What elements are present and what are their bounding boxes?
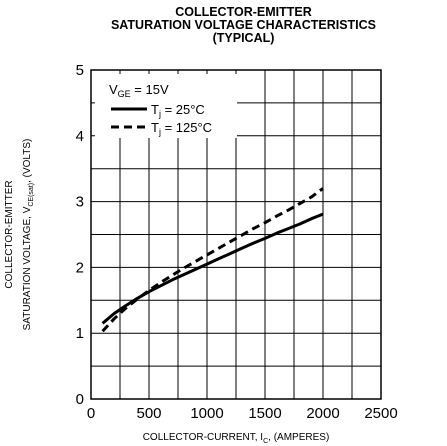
- x-tick-label: 1500: [248, 405, 281, 422]
- chart-title-line-3: (TYPICAL): [212, 31, 275, 45]
- legend-label-125c-sub: j: [158, 127, 161, 137]
- x-axis-label-main: COLLECTOR-CURRENT, I: [143, 432, 263, 443]
- x-axis-label: COLLECTOR-CURRENT, IC, (AMPERES): [143, 432, 330, 445]
- y-tick-label: 1: [76, 325, 84, 342]
- y-axis-label-line-1: COLLECTOR-EMITTER: [4, 180, 15, 288]
- x-tick-labels: 0 500 1000 1500 2000 2500: [87, 405, 398, 422]
- legend-header: VGE = 15V: [109, 82, 169, 99]
- x-tick-label: 0: [87, 405, 95, 422]
- y-tick-label: 3: [76, 194, 84, 211]
- series-line-25c: [101, 212, 324, 325]
- legend-header-main: V: [109, 82, 118, 97]
- x-tick-label: 2000: [306, 405, 339, 422]
- y-axis-label-line-2: SATURATION VOLTAGE, VCE(sat), (VOLTS): [22, 139, 35, 331]
- y-tick-labels: 0 1 2 3 4 5: [76, 62, 84, 408]
- legend-label-25c: Tj = 25°C: [151, 102, 205, 119]
- legend-label-125c-tail: = 125°C: [161, 120, 212, 135]
- legend-label-25c-main: T: [151, 102, 159, 117]
- y-axis-label-line-2-tail: , (VOLTS): [22, 139, 33, 183]
- y-tick-label: 4: [76, 128, 84, 145]
- legend-label-25c-tail: = 25°C: [161, 102, 205, 117]
- x-axis-label-tail: , (AMPERES): [268, 432, 329, 443]
- chart-title: COLLECTOR-EMITTER SATURATION VOLTAGE CHA…: [40, 6, 447, 45]
- x-axis-label-sub: C: [263, 438, 268, 445]
- plot-frame: [90, 69, 382, 400]
- legend-header-sub: GE: [118, 89, 131, 99]
- legend: VGE = 15V Tj = 25°C Tj = 125°C: [95, 74, 237, 138]
- chart-title-line-2: SATURATION VOLTAGE CHARACTERISTICS: [110, 18, 377, 32]
- y-axis-label-line-2-main: SATURATION VOLTAGE, V: [22, 206, 33, 330]
- x-tick-label: 2500: [364, 405, 397, 422]
- y-tick-label: 2: [76, 259, 84, 276]
- y-tick-label: 0: [76, 391, 84, 408]
- x-tick-label: 1000: [190, 405, 223, 422]
- y-tick-label: 5: [76, 62, 84, 79]
- y-axis-label-line-2-sub: CE(sat): [28, 183, 35, 207]
- legend-label-25c-sub: j: [158, 109, 161, 119]
- series-lines: [101, 187, 324, 333]
- y-axis-label: COLLECTOR-EMITTER SATURATION VOLTAGE, VC…: [4, 139, 35, 331]
- chart-title-line-1: COLLECTOR-EMITTER: [175, 5, 312, 19]
- x-tick-label: 500: [136, 405, 161, 422]
- series-line-125c: [101, 187, 324, 333]
- legend-label-125c: Tj = 125°C: [151, 120, 212, 137]
- legend-label-125c-main: T: [151, 120, 159, 135]
- legend-header-tail: = 15V: [131, 82, 169, 97]
